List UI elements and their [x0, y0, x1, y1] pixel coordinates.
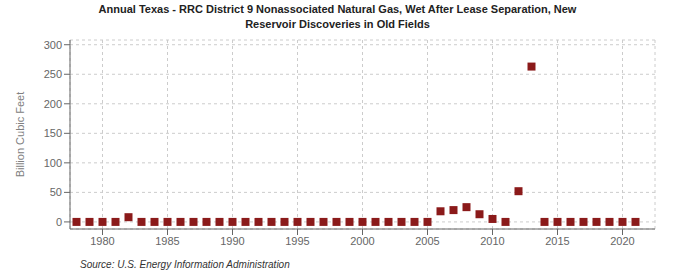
- svg-text:1990: 1990: [220, 235, 244, 247]
- svg-text:2020: 2020: [610, 235, 634, 247]
- svg-text:1980: 1980: [90, 235, 114, 247]
- svg-text:50: 50: [50, 186, 62, 198]
- html-text:Annual Texas - RRC District 9: Annual Texas - RRC District 9 Nonassocia…: [98, 3, 577, 30]
- svg-text:2010: 2010: [480, 235, 504, 247]
- svg-text:250: 250: [44, 68, 62, 80]
- svg-text:2015: 2015: [545, 235, 569, 247]
- svg-text:150: 150: [44, 127, 62, 139]
- svg-text:Billion Cubic Feet: Billion Cubic Feet: [14, 92, 26, 178]
- svg-text:200: 200: [44, 98, 62, 110]
- svg-text:1995: 1995: [285, 235, 309, 247]
- svg-text:1985: 1985: [155, 235, 179, 247]
- html-text:Source: U.S. Energy Informatio: Source: U.S. Energy Information Administ…: [80, 259, 290, 270]
- svg-text:2000: 2000: [350, 235, 374, 247]
- svg-text:2005: 2005: [415, 235, 439, 247]
- svg-text:100: 100: [44, 157, 62, 169]
- svg-text:0: 0: [56, 216, 62, 228]
- svg-text:300: 300: [44, 39, 62, 51]
